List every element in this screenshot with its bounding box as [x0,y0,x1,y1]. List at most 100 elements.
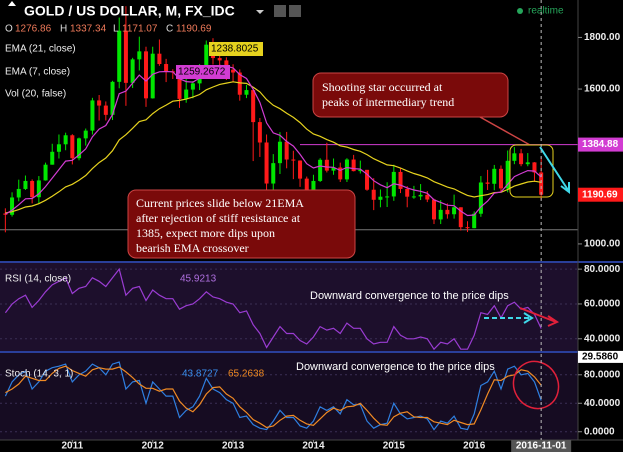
candle-body [304,178,309,192]
settings-icon[interactable] [274,5,286,17]
stoch-title: Stoch (14, 3, 1) [5,369,73,380]
candle-body [465,227,470,229]
x-tick-label: 2014 [302,441,325,452]
candle-body [365,169,370,190]
candle-body [418,194,423,197]
candle-body [431,199,437,220]
stoch-d-value: 65.2638 [228,369,265,380]
candle-body [338,167,343,180]
highlight-ellipse [512,360,560,410]
series-line [4,361,542,431]
candle-body [505,160,510,189]
candle-body [351,159,356,172]
candle-body [77,138,82,159]
ohlc-value: 1276.86 [15,24,52,35]
resistance-label: 1384.88 [582,139,619,150]
x-tick-label: 2015 [383,441,406,452]
candle-body [271,163,276,184]
candle-body [452,207,457,215]
chart-title: GOLD / US DOLLAR, M, FX_IDC [24,3,235,19]
candle-body [264,142,269,184]
candle-body [36,180,41,198]
candle-body [291,159,296,161]
stoch-k-value: 43.8727 [182,369,219,380]
candle-body [237,72,242,95]
candle-body [411,196,416,198]
candle-body [512,153,517,161]
candle-body [385,196,390,198]
x-tick-label: 2012 [142,441,165,452]
annotation-line: 1385, expect more dips upon [136,226,275,240]
highlight-box [509,144,554,198]
status: realtime [528,6,564,17]
stoch-pane [0,353,578,440]
candle-body [30,180,35,198]
ohlc-label: O [5,24,13,35]
candle-body [150,53,155,99]
candle-body [231,69,236,73]
candle-body [532,162,537,173]
y-tick-label: 1600.00 [584,84,621,95]
candle-body [10,197,15,215]
trend-arrow [519,307,560,327]
legend-entry: EMA (21, close) [5,44,76,55]
legend-entry: Vol (20, false) [5,89,66,100]
candle-body [498,168,503,189]
candle-body [492,168,497,184]
candle-body [318,159,323,181]
legend-value-bg [209,42,263,56]
candle-body [190,83,195,90]
marker-label-bg [578,350,623,363]
candle-body [277,141,282,164]
candle-body [485,182,490,184]
candle-body [157,53,162,65]
legend-value-bg [176,65,230,79]
legend-value: 1259.2672 [178,67,226,78]
candle-body [70,135,75,159]
rsi-pane [0,263,578,351]
candle-body [16,188,21,198]
candle-body [539,172,544,195]
candle-body [204,44,209,66]
callout [127,189,356,259]
ohlc-value: 1171.07 [122,24,158,35]
candle-body [83,130,88,139]
candle-body [324,159,329,171]
ohlc-label: C [166,24,173,35]
candle-body [97,100,102,106]
y-tick-label: 80.0000 [584,369,621,380]
y-tick-label: 40.0000 [584,333,621,344]
series-line [4,267,542,351]
cursor-label: 2016-11-01 [516,441,567,452]
candle-body [398,171,403,189]
candle-body [425,194,430,200]
candle-body [405,188,410,197]
legend-value: 1238.8025 [211,44,259,55]
candle-body [90,100,95,131]
candle-body [50,151,55,165]
status-dot [517,8,523,14]
candle-body [251,90,256,123]
candle-body [217,58,222,61]
candle-body [43,164,48,181]
annotation-line: bearish EMA crossover [136,241,249,255]
candle-body [56,144,61,152]
candle-body [117,30,122,82]
candle-body [525,162,530,165]
collapse-icon[interactable] [8,1,16,6]
ohlc-value: 1190.69 [176,24,212,35]
candle-body [445,209,450,215]
candle-body [438,209,443,220]
candle-body [143,51,149,99]
candle-body [519,153,524,165]
legend-entry: EMA (7, close) [5,67,70,78]
candle-body [257,122,262,143]
candle-body [458,207,463,228]
rsi-title: RSI (14, close) [5,274,71,285]
series-line [5,81,542,214]
candle-body [331,167,336,171]
dropdown[interactable] [256,10,264,14]
close-icon[interactable] [289,5,301,17]
y-tick-label: 1800.00 [584,32,621,43]
